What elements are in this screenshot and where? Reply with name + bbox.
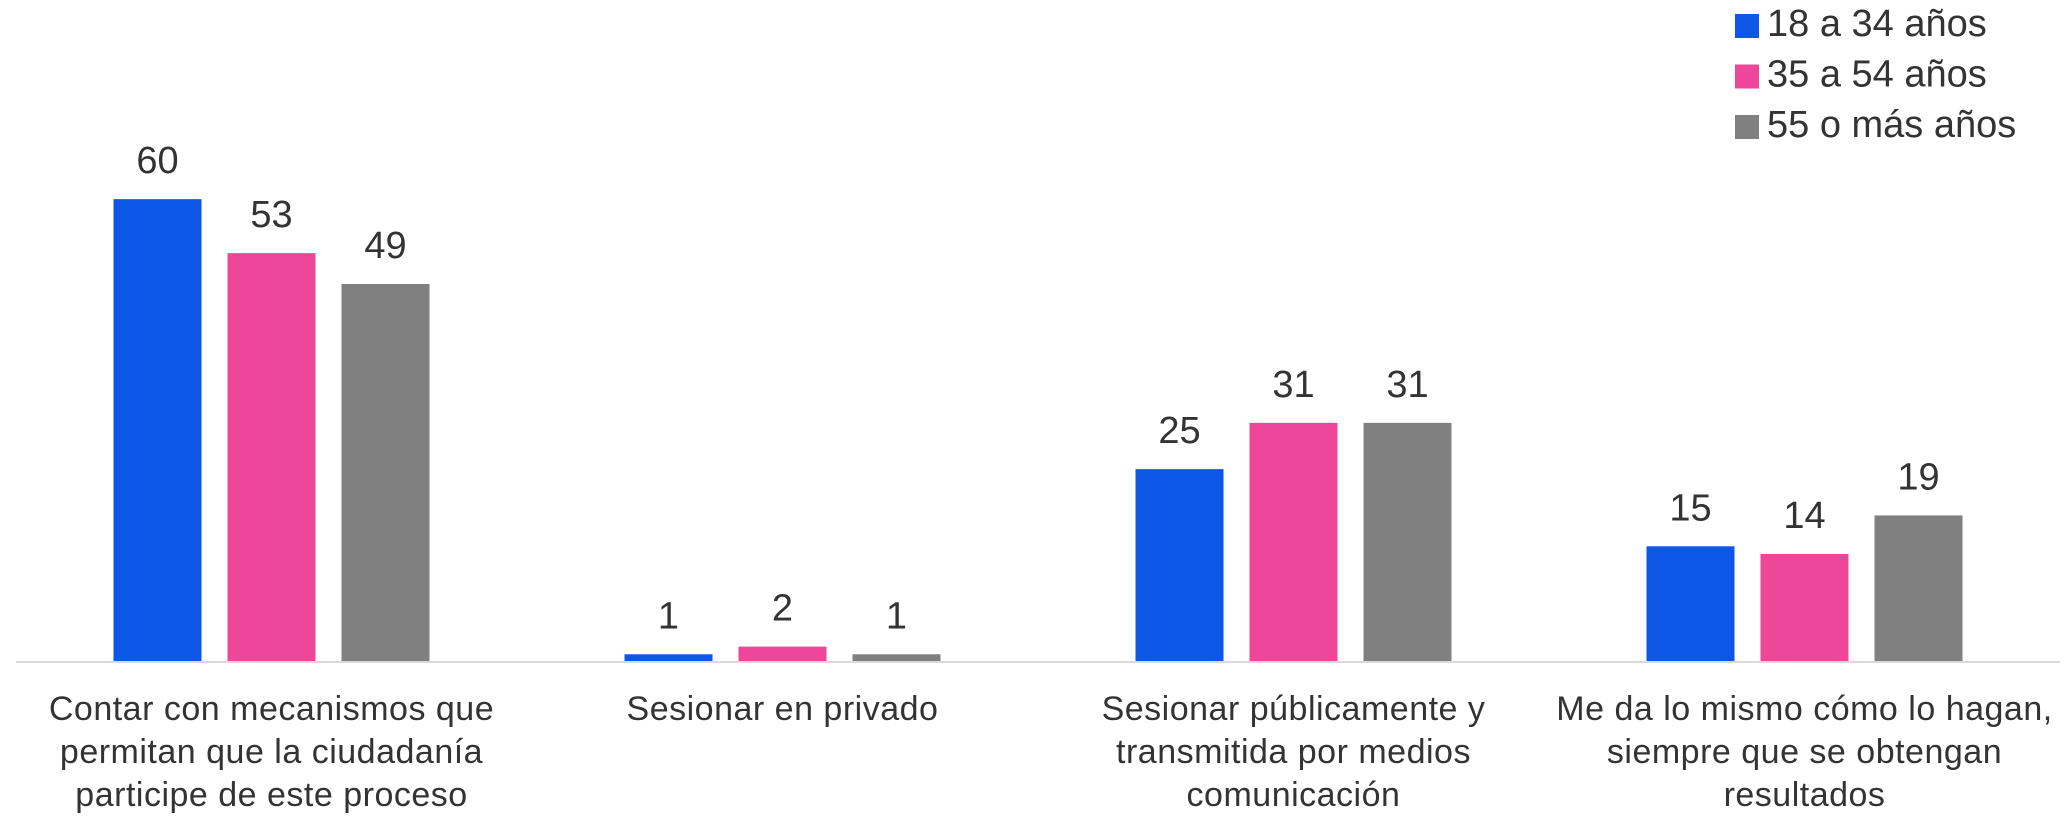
- data-label: 31: [1386, 364, 1428, 406]
- data-label: 19: [1897, 456, 1939, 498]
- bar: [341, 284, 430, 662]
- bar: [852, 654, 941, 662]
- bar: [738, 646, 827, 662]
- data-label: 1: [886, 595, 907, 637]
- data-label: 60: [136, 140, 178, 182]
- legend-label: 18 a 34 años: [1767, 3, 1987, 45]
- data-label: 15: [1669, 487, 1711, 529]
- bar: [624, 654, 713, 662]
- bar: [1760, 554, 1849, 662]
- bar: [1135, 469, 1224, 662]
- x-tick-label: Contar con mecanismos que permitan que l…: [48, 690, 495, 814]
- data-label: 1: [658, 595, 679, 637]
- bar: [1363, 422, 1452, 662]
- data-label: 25: [1158, 410, 1200, 452]
- bar: [113, 199, 202, 662]
- bar: [227, 253, 316, 662]
- bar: [1874, 515, 1963, 662]
- x-tick-label: Me da lo mismo cómo lo hagan, siempre qu…: [1556, 690, 2053, 814]
- legend-label: 35 a 54 años: [1767, 54, 1987, 96]
- data-label: 14: [1783, 495, 1825, 537]
- data-label: 53: [250, 194, 292, 236]
- legend-swatch: [1735, 14, 1759, 38]
- bar: [1249, 422, 1338, 662]
- x-tick-label: Sesionar públicamente y transmitida por …: [1101, 690, 1486, 814]
- data-label: 31: [1272, 364, 1314, 406]
- legend-swatch: [1735, 115, 1759, 139]
- data-label: 2: [772, 588, 793, 630]
- bar: [1646, 546, 1735, 662]
- data-label: 49: [364, 225, 406, 267]
- legend-label: 55 o más años: [1767, 104, 2016, 146]
- legend-swatch: [1735, 64, 1759, 89]
- x-tick-label: Sesionar en privado: [626, 690, 939, 728]
